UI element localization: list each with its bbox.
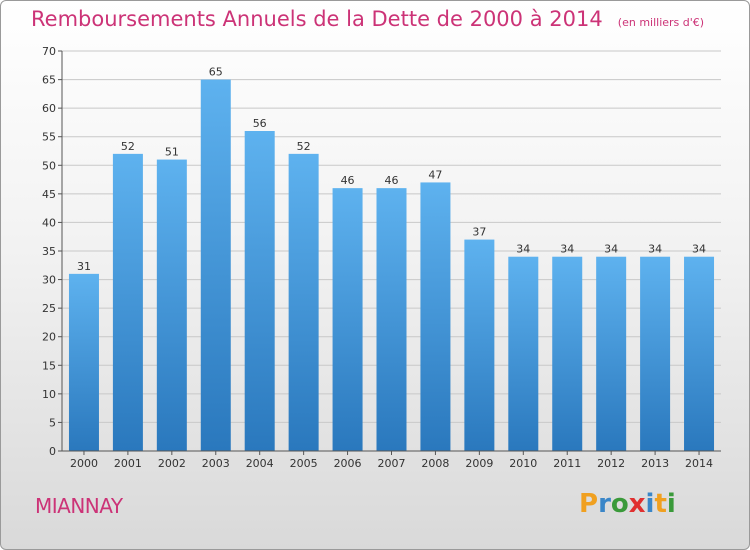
x-tick-label-2012: 2012 <box>597 457 625 470</box>
y-tick-label: 20 <box>42 331 56 344</box>
logo-letter: r <box>598 489 611 519</box>
chart-unit: (en milliers d'€) <box>617 16 705 29</box>
data-label-2014: 34 <box>692 243 706 256</box>
data-label-2007: 46 <box>385 174 399 187</box>
bar-2001 <box>112 153 143 451</box>
x-tick-label-2013: 2013 <box>641 457 669 470</box>
bar-2002 <box>156 159 187 452</box>
x-tick-label-2008: 2008 <box>421 457 449 470</box>
data-label-2009: 37 <box>472 226 486 239</box>
data-label-2011: 34 <box>560 243 574 256</box>
bar-2004 <box>244 131 275 451</box>
x-tick-label-2001: 2001 <box>114 457 142 470</box>
y-tick-label: 65 <box>42 74 56 87</box>
data-label-2013: 34 <box>648 243 662 256</box>
data-label-2000: 31 <box>77 260 91 273</box>
bar-2008 <box>420 182 451 451</box>
bar-2005 <box>288 153 319 451</box>
y-tick-label: 25 <box>42 302 56 315</box>
y-tick-label: 40 <box>42 216 56 229</box>
data-label-2010: 34 <box>516 243 530 256</box>
bar-2009 <box>464 239 495 451</box>
data-label-2006: 46 <box>341 174 355 187</box>
x-tick-label-2004: 2004 <box>246 457 274 470</box>
y-tick-label: 70 <box>42 45 56 58</box>
y-tick-label: 55 <box>42 131 56 144</box>
logo-letter: P <box>579 489 599 519</box>
x-tick-label-2010: 2010 <box>509 457 537 470</box>
y-tick-label: 15 <box>42 359 56 372</box>
bar-2007 <box>376 188 407 451</box>
bar-2012 <box>596 256 627 451</box>
proxiti-logo[interactable]: Proxiti <box>579 489 676 519</box>
bar-2013 <box>640 256 671 451</box>
axes: 0 5 10 15 20 25 30 35 40 45 50 55 60 65 70 2000 2001 2002… <box>42 45 721 470</box>
bar-2014 <box>684 256 715 451</box>
x-tick-label-2007: 2007 <box>378 457 406 470</box>
data-label-2001: 52 <box>121 140 135 153</box>
y-tick-label: 5 <box>49 416 56 429</box>
data-label-2005: 52 <box>297 140 311 153</box>
bar-2003 <box>200 79 231 452</box>
bar-2011 <box>552 256 583 451</box>
x-tick-label-2000: 2000 <box>70 457 98 470</box>
y-tick-label: 10 <box>42 388 56 401</box>
y-tick-label: 30 <box>42 274 56 287</box>
x-tick-label-2006: 2006 <box>334 457 362 470</box>
logo-letter: i <box>666 489 676 519</box>
data-label-2002: 51 <box>165 146 179 159</box>
y-tick-label: 0 <box>49 445 56 458</box>
logo-letter: x <box>628 489 646 519</box>
logo-letter: o <box>610 489 629 519</box>
bar-2006 <box>332 188 363 451</box>
y-tick-label: 50 <box>42 159 56 172</box>
x-tick-label-2014: 2014 <box>685 457 713 470</box>
logo-letter: i <box>645 489 655 519</box>
x-tick-label-2003: 2003 <box>202 457 230 470</box>
x-tick-label-2009: 2009 <box>465 457 493 470</box>
x-tick-label-2011: 2011 <box>553 457 581 470</box>
title-row: Remboursements Annuels de la Dette de 20… <box>31 7 704 31</box>
chart-title: Remboursements Annuels de la Dette de 20… <box>31 7 603 31</box>
data-label-2012: 34 <box>604 243 618 256</box>
bar-2000 <box>68 273 99 451</box>
data-label-2008: 47 <box>428 168 442 181</box>
y-tick-label: 45 <box>42 188 56 201</box>
bars: 31 52 51 65 56 52 46 46 47 37 34 34 34 34 34 <box>68 66 715 452</box>
x-tick-label-2002: 2002 <box>158 457 186 470</box>
data-label-2004: 56 <box>253 117 267 130</box>
bar-2010 <box>508 256 539 451</box>
y-tick-label: 60 <box>42 102 56 115</box>
data-label-2003: 65 <box>209 66 223 79</box>
y-tick-label: 35 <box>42 245 56 258</box>
commune-name: MIANNAY <box>35 494 123 518</box>
logo-letter: t <box>654 489 667 519</box>
x-tick-label-2005: 2005 <box>290 457 318 470</box>
